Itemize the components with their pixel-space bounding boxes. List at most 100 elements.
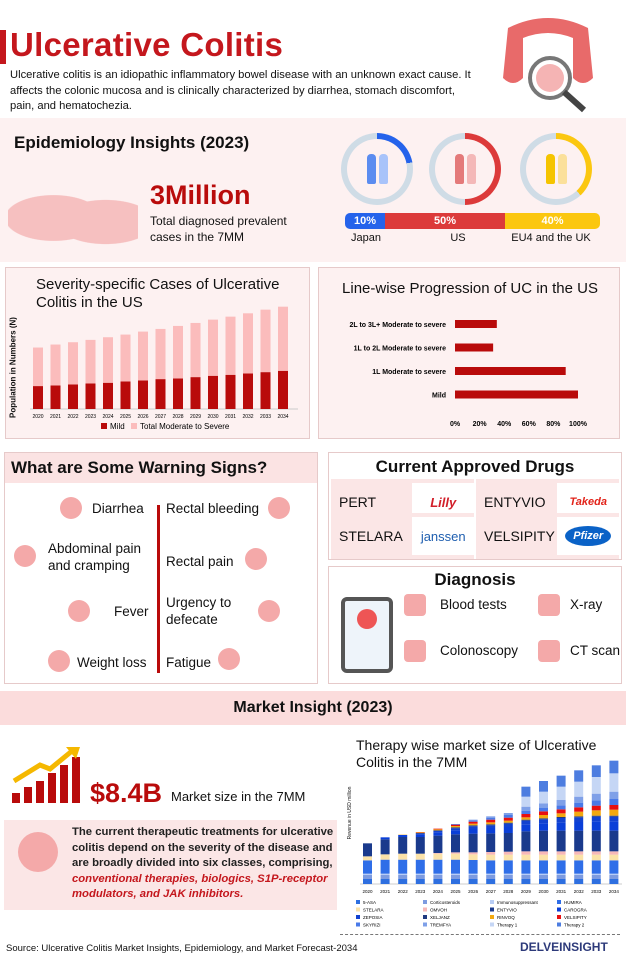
bar-rinvoq — [539, 815, 548, 819]
bar-mild — [120, 381, 131, 409]
rectal-pain-icon — [245, 548, 267, 570]
bar-5-asa — [451, 879, 460, 884]
bar-velsipity — [521, 814, 531, 818]
prevalent-cases-caption: Total diagnosed prevalent cases in the 7… — [150, 214, 287, 244]
bar-xeljanz — [609, 815, 619, 817]
bar-corticosteroids — [521, 875, 531, 879]
section-title: What are Some Warning Signs? — [11, 458, 268, 477]
bar-xeljanz — [574, 816, 584, 818]
bar-therapy-1 — [609, 773, 619, 792]
bar-5-asa — [380, 879, 390, 884]
legend-label: STELARA — [363, 908, 384, 913]
severity-chart: 2020 2021 2022 2023 2024 2025 2026 2027 2028 2029… — [30, 306, 298, 431]
bar-total-moderate-to-severe — [68, 342, 78, 385]
bar-zeposia — [433, 831, 443, 833]
bar-xeljanz — [539, 818, 548, 820]
x-tick-label: 2033 — [591, 889, 602, 894]
fever-icon — [68, 600, 90, 622]
x-tick-label: 2032 — [574, 889, 585, 894]
bar-mild — [225, 374, 236, 409]
warning-sign: Diarrhea — [92, 501, 144, 516]
bar-humira — [380, 859, 390, 874]
bar-stelara — [574, 854, 584, 861]
bar-entyvio — [503, 833, 513, 852]
bar-mild — [50, 385, 61, 409]
x-tick-label: 2026 — [137, 414, 148, 420]
ct-scan-icon — [538, 640, 560, 662]
bar-mild — [155, 379, 166, 409]
bar-stelara — [486, 854, 496, 861]
bar-carogra — [556, 822, 566, 831]
legend-swatch — [356, 907, 360, 912]
x-tick-label: 20% — [473, 421, 488, 428]
legend-swatch — [423, 900, 427, 904]
legend-label: RINVOQ — [497, 915, 515, 920]
bar-entyvio — [451, 834, 460, 853]
bar-zeposia — [556, 818, 566, 823]
bar-entyvio — [556, 830, 566, 852]
colon-magnifier-illustration — [488, 8, 613, 113]
x-tick-label: 2029 — [521, 889, 532, 894]
warning-signs-panel: What are Some Warning Signs? — [4, 452, 318, 684]
bar-rinvoq — [521, 817, 531, 820]
bar-immunosuppressant — [591, 873, 601, 875]
bar-entyvio — [574, 830, 584, 852]
prevalent-cases-value: 3Million — [150, 180, 251, 210]
bar-velsipity — [591, 805, 601, 811]
bar-corticosteroids — [415, 875, 425, 879]
bar-zeposia — [503, 823, 513, 827]
bar-entyvio — [380, 839, 390, 855]
bar-stelara — [433, 853, 443, 860]
bar-mild — [173, 378, 183, 409]
legend-label: Corticosteroids — [430, 900, 461, 905]
legend-swatch — [490, 907, 494, 912]
bar-carogra — [574, 822, 584, 831]
chart-title: Severity-specific Cases of Ulcerative Co… — [36, 276, 280, 311]
bar-humira — [539, 860, 548, 874]
bar-corticosteroids — [380, 875, 390, 879]
bar-skyrizi — [556, 805, 566, 810]
female-icon — [466, 154, 476, 184]
bar-immunosuppressant — [556, 873, 566, 875]
region-label: EU4 and the UK — [511, 232, 591, 244]
bar-omvoh — [503, 851, 513, 855]
bar-zeposia — [415, 833, 425, 835]
bar-entyvio — [539, 830, 548, 852]
category-label: 2L to 3L+ Moderate to severe — [349, 322, 446, 329]
bar-velsipity — [433, 828, 443, 830]
diagnosis-item: Blood tests — [440, 597, 507, 612]
bar-5-asa — [486, 879, 496, 884]
bar-mild — [260, 372, 271, 409]
bar-zeposia — [574, 817, 584, 822]
bar-xeljanz — [486, 824, 496, 826]
bar-immunosuppressant — [451, 873, 460, 875]
bar-mild — [33, 386, 43, 409]
legend-swatch — [557, 907, 561, 912]
bar-rinvoq — [433, 829, 443, 831]
bar-stelara — [363, 856, 372, 861]
bar-rinvoq — [486, 822, 496, 825]
bar-tremfya — [556, 800, 566, 806]
bar-entyvio — [398, 837, 408, 854]
legend-swatch — [423, 915, 427, 919]
warning-sign: Fatigue — [166, 655, 212, 670]
bar-velsipity — [574, 807, 584, 812]
pfizer-logo: Pfizer — [557, 517, 619, 555]
x-tick-label: 2020 — [362, 889, 373, 894]
severity-chart-panel: Severity-specific Cases of Ulcerative Co… — [5, 267, 310, 439]
bar-xeljanz — [556, 817, 566, 818]
divider — [340, 934, 620, 935]
bar-tremfya — [609, 791, 619, 799]
bar-rinvoq — [609, 809, 619, 816]
bar-rinvoq — [556, 813, 566, 817]
market-size-caption: Market size in the 7MM — [171, 789, 306, 804]
legend-swatch — [423, 907, 427, 912]
bar-omvoh — [591, 851, 601, 855]
bar-omvoh — [433, 853, 443, 854]
bar-immunosuppressant — [609, 873, 619, 875]
x-tick-label: 2031 — [556, 889, 567, 894]
region-label: US — [450, 232, 466, 244]
bar-velsipity — [556, 809, 566, 814]
x-tick-label: 80% — [546, 421, 561, 428]
bar-total-moderate-to-severe — [278, 306, 288, 371]
